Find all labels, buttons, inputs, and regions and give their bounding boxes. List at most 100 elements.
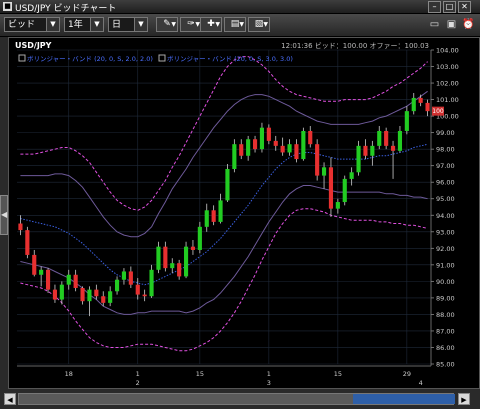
candle-body <box>315 144 320 176</box>
candle-body <box>321 167 327 176</box>
y-tick-label: 103.00 <box>436 63 459 71</box>
candle-body <box>142 294 147 297</box>
cross-tool-button[interactable]: ✚ ▼ <box>200 17 222 32</box>
chevron-down-icon: ▼ <box>134 18 147 31</box>
window-titlebar: ■ USD/JPY ビッドチャート – □ ✕ <box>0 0 480 14</box>
y-tick-label: 99.00 <box>436 129 455 137</box>
x-axis: 18 1 15 1 15 29 2 3 4 <box>65 370 423 387</box>
image-icon: ▧ <box>254 19 264 29</box>
candle-body <box>425 102 430 112</box>
candle-body <box>390 145 396 151</box>
candle-body <box>101 296 106 303</box>
candle-body <box>197 226 202 250</box>
y-axis: 104.00 103.00 102.00 101.00 100.00 99.00 98.00… <box>431 47 459 369</box>
candle-body <box>239 144 244 156</box>
candle-body <box>377 130 382 146</box>
candle-body <box>39 269 44 275</box>
chevron-down-icon: ▼ <box>195 21 200 28</box>
candle-body <box>135 284 140 295</box>
restore-icon[interactable]: ▣ <box>446 19 457 30</box>
candle-body <box>232 144 237 169</box>
x-tick-label-month: 4 <box>419 379 423 387</box>
x-tick-label-day: 1 <box>136 370 140 378</box>
candle-body <box>384 130 389 146</box>
candle-body <box>73 274 78 288</box>
interval-value: 日 <box>112 20 122 30</box>
y-tick-label: 87.00 <box>436 327 455 335</box>
candle-body <box>156 246 161 270</box>
y-tick-label: 96.00 <box>436 179 455 187</box>
candle-body <box>273 140 278 146</box>
y-tick-label: 93.00 <box>436 228 455 236</box>
y-tick-label: 86.00 <box>436 344 455 352</box>
candle-body <box>363 145 368 156</box>
x-tick-label-day: 29 <box>403 370 411 378</box>
candle-body <box>287 144 292 153</box>
y-tick-label: 88.00 <box>436 311 455 319</box>
y-tick-label: 98.00 <box>436 146 455 154</box>
scroll-thumb[interactable] <box>353 394 455 404</box>
minimize-button[interactable]: – <box>428 1 441 13</box>
chart-panel[interactable]: 104.00 103.00 102.00 101.00 100.00 99.00 98.00… <box>8 37 480 389</box>
image-button[interactable]: ▧ ▼ <box>248 17 270 32</box>
scroll-track[interactable] <box>18 393 455 405</box>
bollinger-3sd <box>20 56 428 352</box>
x-tick-label-day: 15 <box>196 370 204 378</box>
y-tick-label: 85.00 <box>436 361 455 369</box>
chevron-down-icon: ▼ <box>46 18 59 31</box>
price-type-dropdown[interactable]: ビッド ▼ <box>4 17 60 32</box>
candle-body <box>259 127 265 150</box>
y-tick-label: 97.00 <box>436 162 455 170</box>
candle-body <box>66 274 71 285</box>
x-tick-label-month: 3 <box>267 379 271 387</box>
indicator2-checkbox[interactable] <box>158 54 166 62</box>
print-button[interactable]: ▤ ▼ <box>224 17 246 32</box>
period-dropdown[interactable]: 1年 ▼ <box>64 17 104 32</box>
y-tick-label: 101.00 <box>436 96 459 104</box>
panel-collapse-handle[interactable]: ◀ <box>0 195 8 235</box>
chevron-down-icon: ▼ <box>263 21 268 28</box>
indicator1-label: ボリンジャー・バンド (20, 0, S, 2.0, 2.0) <box>27 55 153 63</box>
cross-icon: ✚ <box>207 19 215 29</box>
candle-body <box>266 127 271 141</box>
moving-average-line <box>20 143 428 286</box>
alarm-icon[interactable]: ⏰ <box>462 19 475 30</box>
pencil-tool-button[interactable]: ✎ ▼ <box>156 17 178 32</box>
candle-body <box>211 210 216 222</box>
candlestick-chart[interactable]: 104.00 103.00 102.00 101.00 100.00 99.00 98.00… <box>9 38 479 388</box>
y-tick-label: 92.00 <box>436 245 455 253</box>
chevron-down-icon: ▼ <box>171 21 176 28</box>
window-icon[interactable]: ▭ <box>429 19 440 30</box>
indicator1-checkbox[interactable] <box>18 54 26 62</box>
scroll-right-button[interactable]: ▶ <box>458 393 470 405</box>
app-icon: ■ <box>3 2 12 11</box>
y-tick-label: 91.00 <box>436 261 455 269</box>
candle-body <box>328 167 334 209</box>
x-tick-label-day: 15 <box>334 370 342 378</box>
pin-tool-button[interactable]: ✑ ▼ <box>180 17 202 32</box>
candle-body <box>246 139 251 156</box>
horizontal-scrollbar[interactable]: ◀ ▶ <box>0 391 480 409</box>
y-tick-label: 102.00 <box>436 80 459 88</box>
maximize-button[interactable]: □ <box>443 1 456 13</box>
candle-body <box>108 291 113 303</box>
close-button[interactable]: ✕ <box>458 1 471 13</box>
quote-info: 12:01:36 ビッド：100.00 オファー：100.03 <box>281 41 429 50</box>
candle-body <box>128 271 133 285</box>
interval-dropdown[interactable]: 日 ▼ <box>108 17 148 32</box>
period-value: 1年 <box>68 20 83 30</box>
candles <box>18 92 430 317</box>
candle-body <box>308 130 313 145</box>
candle-body <box>87 289 92 302</box>
scroll-left-button[interactable]: ◀ <box>4 393 16 405</box>
candle-body <box>45 269 51 290</box>
candle-body <box>280 145 285 153</box>
candle-body <box>170 263 175 269</box>
x-tick-label-day: 18 <box>65 370 73 378</box>
candle-body <box>163 246 168 269</box>
candle-body <box>114 279 120 292</box>
y-tick-label: 100.00 <box>436 113 459 121</box>
price-marker-label: 100 <box>432 108 444 115</box>
price-type-value: ビッド <box>8 20 36 30</box>
candle-body <box>294 144 299 160</box>
